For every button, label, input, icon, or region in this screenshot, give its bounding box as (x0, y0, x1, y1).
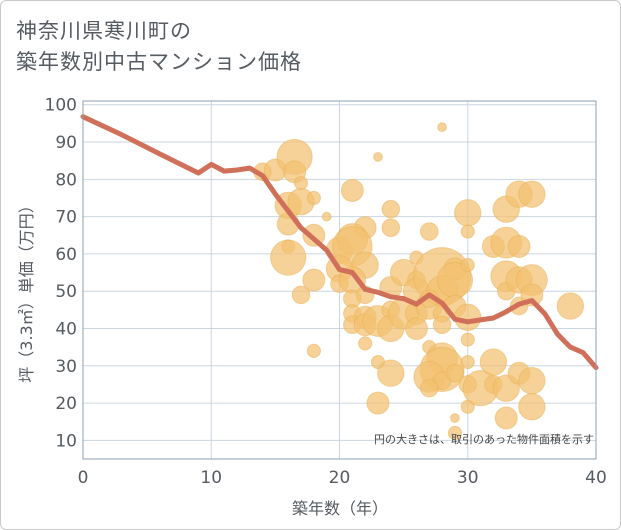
x-tick-label: 30 (457, 468, 479, 488)
bubble-point (306, 343, 321, 358)
bubble-point (381, 218, 401, 238)
plot-frame (82, 100, 597, 460)
y-tick-label: 90 (55, 133, 77, 153)
bubble-point (432, 315, 452, 335)
bubble-point (556, 292, 585, 320)
bubble-point (460, 224, 475, 239)
x-tick-label: 0 (78, 468, 89, 488)
y-tick-label: 20 (55, 394, 77, 414)
bubble-point (460, 257, 475, 273)
y-tick-label: 60 (55, 245, 77, 265)
bubble-point (293, 175, 309, 191)
bubble-point (437, 122, 448, 133)
bubble-point (454, 199, 482, 227)
y-tick-label: 10 (55, 431, 77, 451)
x-tick-labels: 0 10 20 30 40 (78, 468, 607, 488)
chart-title: 神奈川県寒川町の 築年数別中古マンション価格 (16, 16, 302, 78)
y-tick-label: 70 (55, 208, 77, 228)
y-tick-labels: 10 20 30 40 50 60 70 80 90 100 (45, 96, 77, 452)
y-tick-label: 100 (45, 96, 77, 116)
bubble-point (445, 363, 465, 383)
bubble-point (306, 190, 321, 206)
average-price-line (80, 114, 599, 371)
bubble-point (291, 285, 311, 305)
bubble-point (450, 413, 460, 423)
bubble-point (340, 179, 364, 202)
bubble-point (454, 303, 482, 331)
bubble-point (302, 268, 326, 292)
x-tick-label: 40 (585, 468, 607, 488)
bubble-point (366, 391, 390, 415)
y-tick-label: 50 (55, 282, 77, 302)
bubble-point (494, 406, 518, 430)
bubble-point (518, 180, 546, 208)
bubble-point (373, 152, 383, 162)
bubble-point (479, 348, 508, 376)
bubble-point (270, 239, 307, 276)
bubble-point (419, 378, 439, 398)
bubble-point (419, 222, 439, 241)
bubble-point (518, 366, 546, 395)
bubble-point (507, 234, 531, 258)
bubble-point (404, 316, 428, 340)
bubble-point (381, 199, 401, 219)
bubble-point (377, 359, 405, 387)
bubble-point (447, 425, 463, 440)
title-line-1: 神奈川県寒川町の (16, 19, 192, 43)
x-tick-label: 10 (200, 468, 222, 488)
bubble-point (321, 211, 332, 222)
bubble-point (460, 354, 475, 370)
bubble-point (358, 336, 373, 351)
bubble-point (460, 332, 475, 347)
y-tick-label: 80 (55, 170, 77, 190)
y-axis-title: 坪（3.3㎡）単価（万円） (17, 197, 36, 382)
x-axis-title: 築年数（年） (292, 499, 388, 518)
size-note: 円の大きさは、取引のあった物件面積を示す (374, 432, 594, 446)
x-tick-label: 20 (329, 468, 351, 488)
y-tick-label: 30 (55, 357, 77, 377)
y-tick-label: 40 (55, 319, 77, 339)
bubbles (253, 122, 585, 440)
title-line-2: 築年数別中古マンション価格 (16, 50, 302, 74)
bubble-point (518, 393, 546, 421)
